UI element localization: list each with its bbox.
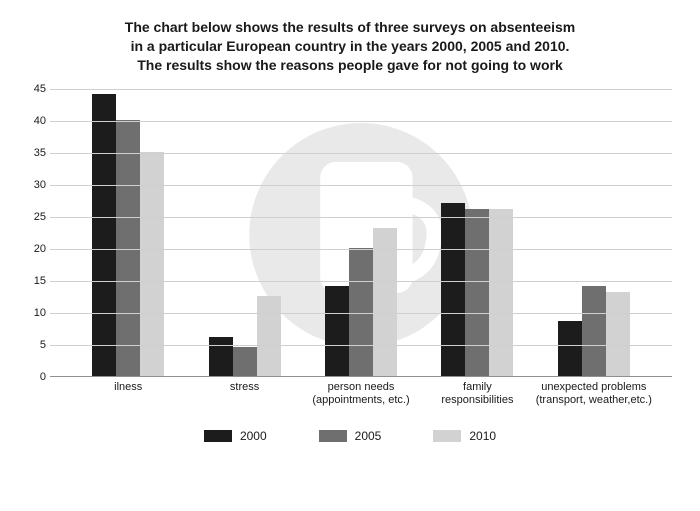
gridline <box>50 153 672 154</box>
x-axis-label-line: (transport, weather,etc.) <box>529 394 659 407</box>
bar <box>465 209 489 375</box>
chart-container: The chart below shows the results of thr… <box>0 0 700 511</box>
title-line-2: in a particular European country in the … <box>131 38 570 54</box>
legend-swatch <box>433 430 461 442</box>
gridline <box>50 345 672 346</box>
bar <box>257 296 281 376</box>
legend-label: 2010 <box>469 429 496 443</box>
bar <box>349 248 373 376</box>
gridline <box>50 281 672 282</box>
bar <box>489 209 513 375</box>
bar-group <box>92 94 164 376</box>
gridline <box>50 121 672 122</box>
gridline <box>50 217 672 218</box>
y-axis-label: 40 <box>22 115 46 127</box>
bar <box>233 347 257 376</box>
legend-item-2010: 2010 <box>433 429 496 443</box>
bar-group <box>441 203 513 376</box>
title-line-1: The chart below shows the results of thr… <box>125 19 575 35</box>
bar-group <box>558 286 630 376</box>
bar <box>441 203 465 376</box>
x-axis-label: unexpected problems(transport, weather,e… <box>529 381 659 407</box>
legend: 2000 2005 2010 <box>22 429 678 443</box>
gridline <box>50 313 672 314</box>
x-axis-label: stress <box>180 381 310 394</box>
legend-label: 2005 <box>355 429 382 443</box>
bar <box>606 292 630 375</box>
bar <box>582 286 606 376</box>
x-axis-label-line: person needs <box>296 381 426 394</box>
bars-layer <box>50 89 672 376</box>
gridline <box>50 89 672 90</box>
bar-group <box>209 296 281 376</box>
title-line-3: The results show the reasons people gave… <box>137 57 563 73</box>
x-axis-label-line: family <box>412 381 542 394</box>
bar <box>325 286 349 376</box>
x-axis-label-line: responsibilities <box>412 394 542 407</box>
y-axis-label: 15 <box>22 275 46 287</box>
chart-title: The chart below shows the results of thr… <box>70 18 630 75</box>
bar <box>209 337 233 375</box>
bar <box>116 120 140 376</box>
plot-area: 051015202530354045 <box>50 89 672 377</box>
x-axis-label: person needs(appointments, etc.) <box>296 381 426 407</box>
y-axis-label: 25 <box>22 211 46 223</box>
x-axis-label-line: (appointments, etc.) <box>296 394 426 407</box>
x-axis-label: ilness <box>63 381 193 394</box>
x-axis-label-line: unexpected problems <box>529 381 659 394</box>
x-axis-label-line: stress <box>180 381 310 394</box>
gridline <box>50 185 672 186</box>
legend-swatch <box>319 430 347 442</box>
x-axis-label-line: ilness <box>63 381 193 394</box>
bar-group <box>325 228 397 375</box>
y-axis-label: 45 <box>22 83 46 95</box>
y-axis-label: 5 <box>22 339 46 351</box>
y-axis-label: 0 <box>22 371 46 383</box>
legend-item-2005: 2005 <box>319 429 382 443</box>
legend-label: 2000 <box>240 429 267 443</box>
y-axis-label: 10 <box>22 307 46 319</box>
gridline <box>50 249 672 250</box>
legend-item-2000: 2000 <box>204 429 267 443</box>
y-axis-label: 20 <box>22 243 46 255</box>
x-axis-label: familyresponsibilities <box>412 381 542 407</box>
bar <box>373 228 397 375</box>
y-axis-label: 35 <box>22 147 46 159</box>
bar <box>92 94 116 376</box>
bar <box>558 321 582 375</box>
y-axis-label: 30 <box>22 179 46 191</box>
chart-area: 051015202530354045 ilnessstressperson ne… <box>50 89 672 419</box>
legend-swatch <box>204 430 232 442</box>
